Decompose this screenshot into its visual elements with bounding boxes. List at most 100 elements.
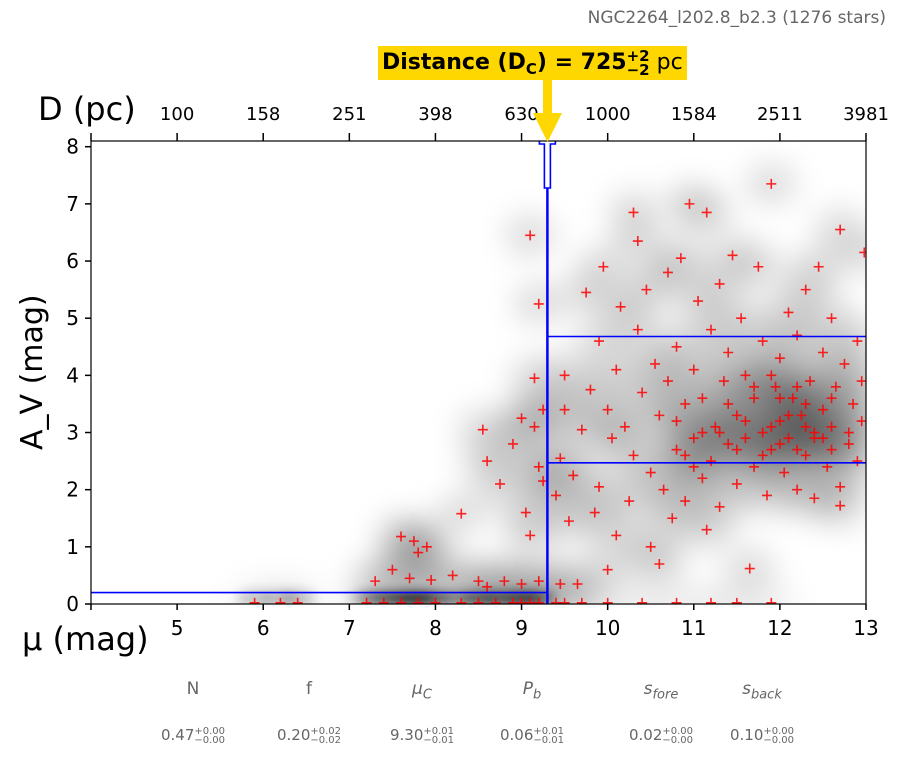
parameter-name: f [306, 679, 312, 699]
data-point [731, 410, 742, 421]
data-point [654, 410, 665, 421]
y-tick-label: 6 [66, 249, 79, 273]
data-point [628, 207, 639, 218]
data-point [408, 536, 419, 547]
data-point [740, 370, 751, 381]
parameter-name: sfore [643, 679, 679, 703]
data-point [843, 427, 854, 438]
data-point [817, 347, 828, 358]
data-point [783, 410, 794, 421]
data-point [637, 387, 648, 398]
data-point [688, 433, 699, 444]
y-tick-label: 0 [66, 592, 79, 616]
data-point [662, 267, 673, 278]
data-point [701, 207, 712, 218]
data-point [856, 376, 866, 387]
data-point [809, 433, 820, 444]
data-point [413, 597, 424, 604]
data-point [774, 353, 785, 364]
data-point [606, 433, 617, 444]
data-point [598, 261, 609, 272]
data-point [581, 287, 592, 298]
y-tick-label: 8 [66, 135, 79, 159]
x-tick-label: 10 [595, 616, 620, 640]
data-point [430, 597, 441, 604]
data-point [525, 530, 536, 541]
data-point [447, 570, 458, 581]
data-point [499, 576, 510, 587]
top-tick-label: 251 [332, 104, 366, 125]
x-axis-label: μ (mag) [22, 620, 149, 658]
parameter-value: 0.10+0.00 −0.00 [729, 725, 795, 746]
data-point [680, 398, 691, 409]
parameter-name: Pb [522, 679, 542, 703]
data-point [817, 433, 828, 444]
data-point [688, 364, 699, 375]
data-point [589, 507, 600, 518]
x-tick-label: 12 [767, 616, 792, 640]
plot-frame [90, 140, 867, 605]
data-point [490, 597, 501, 604]
data-point [684, 198, 695, 209]
data-point [783, 433, 794, 444]
data-point [473, 597, 484, 604]
x-tick-label: 13 [853, 616, 878, 640]
data-point [292, 597, 303, 604]
data-point [736, 313, 747, 324]
density-blob [838, 230, 866, 275]
data-point [572, 578, 583, 589]
data-point [645, 541, 656, 552]
data-point [766, 444, 777, 455]
data-point [731, 597, 742, 604]
data-point [800, 421, 811, 432]
data-point [817, 404, 828, 415]
chart-title: NGC2264_l202.8_b2.3 (1276 stars) [587, 8, 886, 28]
top-tick-label: 398 [418, 104, 452, 125]
data-point [800, 450, 811, 461]
data-point [482, 581, 493, 592]
x-tick-label: 9 [515, 616, 528, 640]
parameter-value: 0.47+0.00 −0.00 [160, 725, 226, 746]
top-tick-label: 1584 [671, 104, 717, 125]
data-point [624, 496, 635, 507]
data-point [680, 496, 691, 507]
data-point [533, 597, 544, 604]
parameter-value: 0.02+0.00 −0.00 [628, 725, 694, 746]
data-point [774, 438, 785, 449]
data-point [727, 250, 738, 261]
data-point [813, 261, 824, 272]
data-point [826, 444, 837, 455]
data-point [830, 381, 841, 392]
data-point [710, 421, 721, 432]
data-point [826, 421, 837, 432]
data-point [559, 597, 570, 604]
data-point [576, 424, 587, 435]
data-point [805, 376, 816, 387]
data-point [555, 578, 566, 589]
data-point [671, 416, 682, 427]
data-point [645, 467, 656, 478]
data-point [370, 576, 381, 587]
density-blob [279, 590, 316, 604]
y-tick-label: 4 [66, 363, 79, 387]
y-tick-label: 5 [66, 306, 79, 330]
data-point [843, 438, 854, 449]
x-tick-label: 8 [429, 616, 442, 640]
data-point [413, 547, 424, 558]
data-point [551, 490, 561, 501]
x-tick-label: 6 [257, 616, 270, 640]
data-point [766, 178, 777, 189]
x-tick-label: 7 [343, 616, 356, 640]
y-tick-label: 1 [66, 535, 79, 559]
parameter-name: N [186, 679, 200, 699]
data-point [792, 330, 803, 341]
data-point [714, 278, 725, 289]
data-point [757, 336, 768, 347]
data-point [533, 576, 544, 587]
data-point [671, 341, 682, 352]
data-point [766, 370, 777, 381]
y-tick-label: 2 [66, 478, 79, 502]
data-point [594, 336, 605, 347]
data-point [477, 424, 488, 435]
data-point [507, 438, 518, 449]
